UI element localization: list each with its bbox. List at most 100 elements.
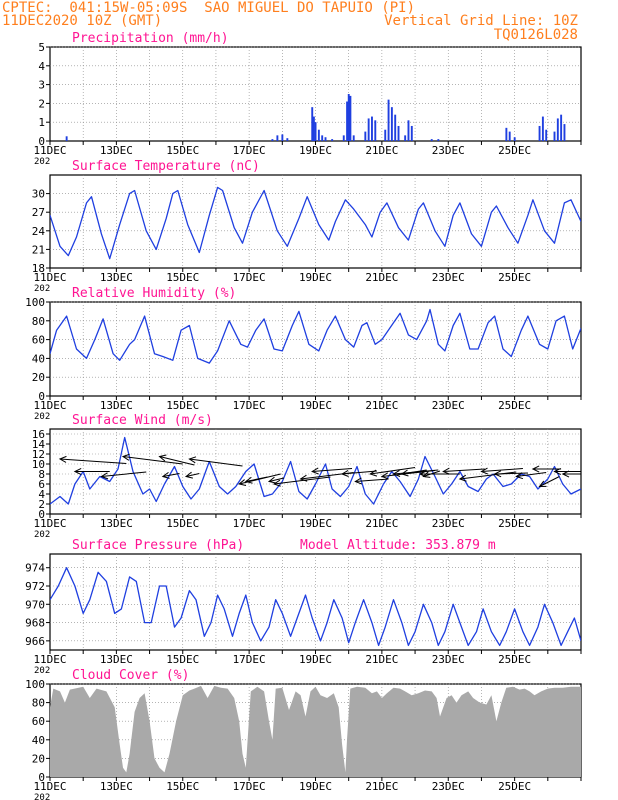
x-tick-label: 13DEC [100, 517, 133, 530]
series-line [50, 186, 581, 260]
plot-frame [49, 174, 582, 269]
x-tick-label: 23DEC [432, 780, 465, 793]
wind-vector [122, 456, 183, 465]
y-tick-label: 2 [38, 97, 45, 110]
x-tick-label: 17DEC [233, 517, 266, 530]
x-tick-label: 15DEC [166, 517, 199, 530]
precip-bar [407, 120, 410, 141]
x-tick-label: 23DEC [432, 399, 465, 412]
y-tick-label: 6 [38, 478, 45, 491]
wind-vector-head [422, 471, 431, 478]
run-datetime: 11DEC2020 10Z (GMT) [2, 13, 163, 29]
series-line [50, 308, 581, 364]
wind-vector-head [100, 472, 109, 480]
y-tick-label: 40 [32, 734, 45, 747]
x-tick-label: 21DEC [365, 653, 398, 666]
x-tick-label: 25DEC [498, 653, 531, 666]
x-tick-label: 21DEC [365, 780, 398, 793]
wind-vector [539, 476, 560, 487]
precip-bar [430, 139, 433, 141]
x-tick-label: 23DEC [432, 653, 465, 666]
x-tick-label: 25DEC [498, 780, 531, 793]
x-tick-label: 15DEC [166, 271, 199, 284]
x-tick-label: 11DEC [33, 399, 66, 412]
y-tick-label: 3 [38, 79, 45, 92]
precip-bar [560, 114, 563, 141]
wind-vector-head [354, 477, 363, 485]
wind-vector [516, 472, 547, 477]
wind-vector [401, 469, 427, 475]
precip-bar [349, 95, 352, 141]
precip-bar [321, 135, 324, 141]
wind-vector-head [311, 467, 319, 475]
y-tick-label: 80 [32, 315, 45, 328]
panel-title: Surface Temperature (nC) [72, 159, 260, 174]
x-tick-label: 21DEC [365, 399, 398, 412]
y-tick-label: 100 [25, 678, 45, 691]
x-tick-label: 13DEC [100, 399, 133, 412]
precip-bar [342, 135, 345, 141]
y-tick-label: 970 [25, 598, 45, 611]
x-tick-label: 11DEC [33, 653, 66, 666]
x-tick-label: 21DEC [365, 144, 398, 157]
x-tick-label: 19DEC [299, 517, 332, 530]
x-tick-label: 13DEC [100, 271, 133, 284]
panel-3 [46, 301, 582, 400]
wind-vector [423, 470, 441, 477]
panel-title: Cloud Cover (%) [72, 668, 189, 683]
y-tick-label: 100 [25, 296, 45, 309]
y-tick-label: 974 [25, 562, 45, 575]
year-label: 202 [34, 284, 50, 294]
wind-vector [59, 458, 127, 464]
x-tick-label: 11DEC [33, 144, 66, 157]
wind-vector-head [553, 468, 561, 475]
precip-bar [505, 127, 508, 141]
x-tick-label: 13DEC [100, 780, 133, 793]
precip-bar [374, 120, 377, 141]
year-label: 202 [34, 793, 50, 800]
panel-title: Relative Humidity (%) [72, 286, 236, 301]
y-tick-label: 0 [38, 135, 45, 148]
location-title: CPTEC: 041:15W-05:09S SAO MIGUEL DO TAPU… [2, 0, 416, 16]
x-tick-label: 15DEC [166, 780, 199, 793]
x-tick-label: 19DEC [299, 399, 332, 412]
y-tick-label: 0 [38, 771, 45, 784]
panel-title: Surface Pressure (hPa) [72, 538, 244, 553]
y-tick-label: 21 [32, 243, 45, 256]
year-label: 202 [34, 157, 50, 167]
x-tick-label: 17DEC [233, 271, 266, 284]
y-tick-label: 40 [32, 352, 45, 365]
precip-bar [312, 116, 315, 141]
wind-vector [494, 472, 528, 475]
x-tick-label: 19DEC [299, 144, 332, 157]
precip-bar [556, 118, 559, 141]
wind-vector-head [73, 468, 82, 475]
precip-bar [397, 125, 400, 141]
meteogram-header: CPTEC: 041:15W-05:09S SAO MIGUEL DO TAPU… [0, 0, 618, 46]
x-tick-label: 15DEC [166, 144, 199, 157]
grid-line-note: Vertical Grid Line: 10Z [384, 13, 578, 29]
precip-bar [545, 129, 548, 141]
precip-bar [513, 137, 516, 141]
y-tick-label: 1 [38, 116, 45, 129]
wind-vector-head [121, 453, 130, 461]
y-tick-label: 968 [25, 617, 45, 630]
precip-bar [346, 101, 349, 141]
year-label: 202 [34, 412, 50, 422]
wind-vector-head [244, 476, 253, 484]
x-tick-label: 17DEC [233, 399, 266, 412]
precip-bar [538, 125, 541, 141]
panel-annotation: Model Altitude: 353.879 m [300, 538, 496, 553]
wind-vector [101, 471, 147, 477]
y-tick-label: 0 [38, 508, 45, 521]
wind-vector-head [380, 472, 389, 480]
wind-vector-head [515, 472, 524, 480]
precip-bar [437, 139, 440, 141]
y-tick-label: 16 [32, 428, 45, 441]
wind-vector-head [458, 474, 467, 482]
y-tick-label: 14 [32, 438, 46, 451]
wind-vector-head [392, 469, 401, 477]
x-tick-label: 21DEC [365, 271, 398, 284]
x-tick-label: 15DEC [166, 399, 199, 412]
